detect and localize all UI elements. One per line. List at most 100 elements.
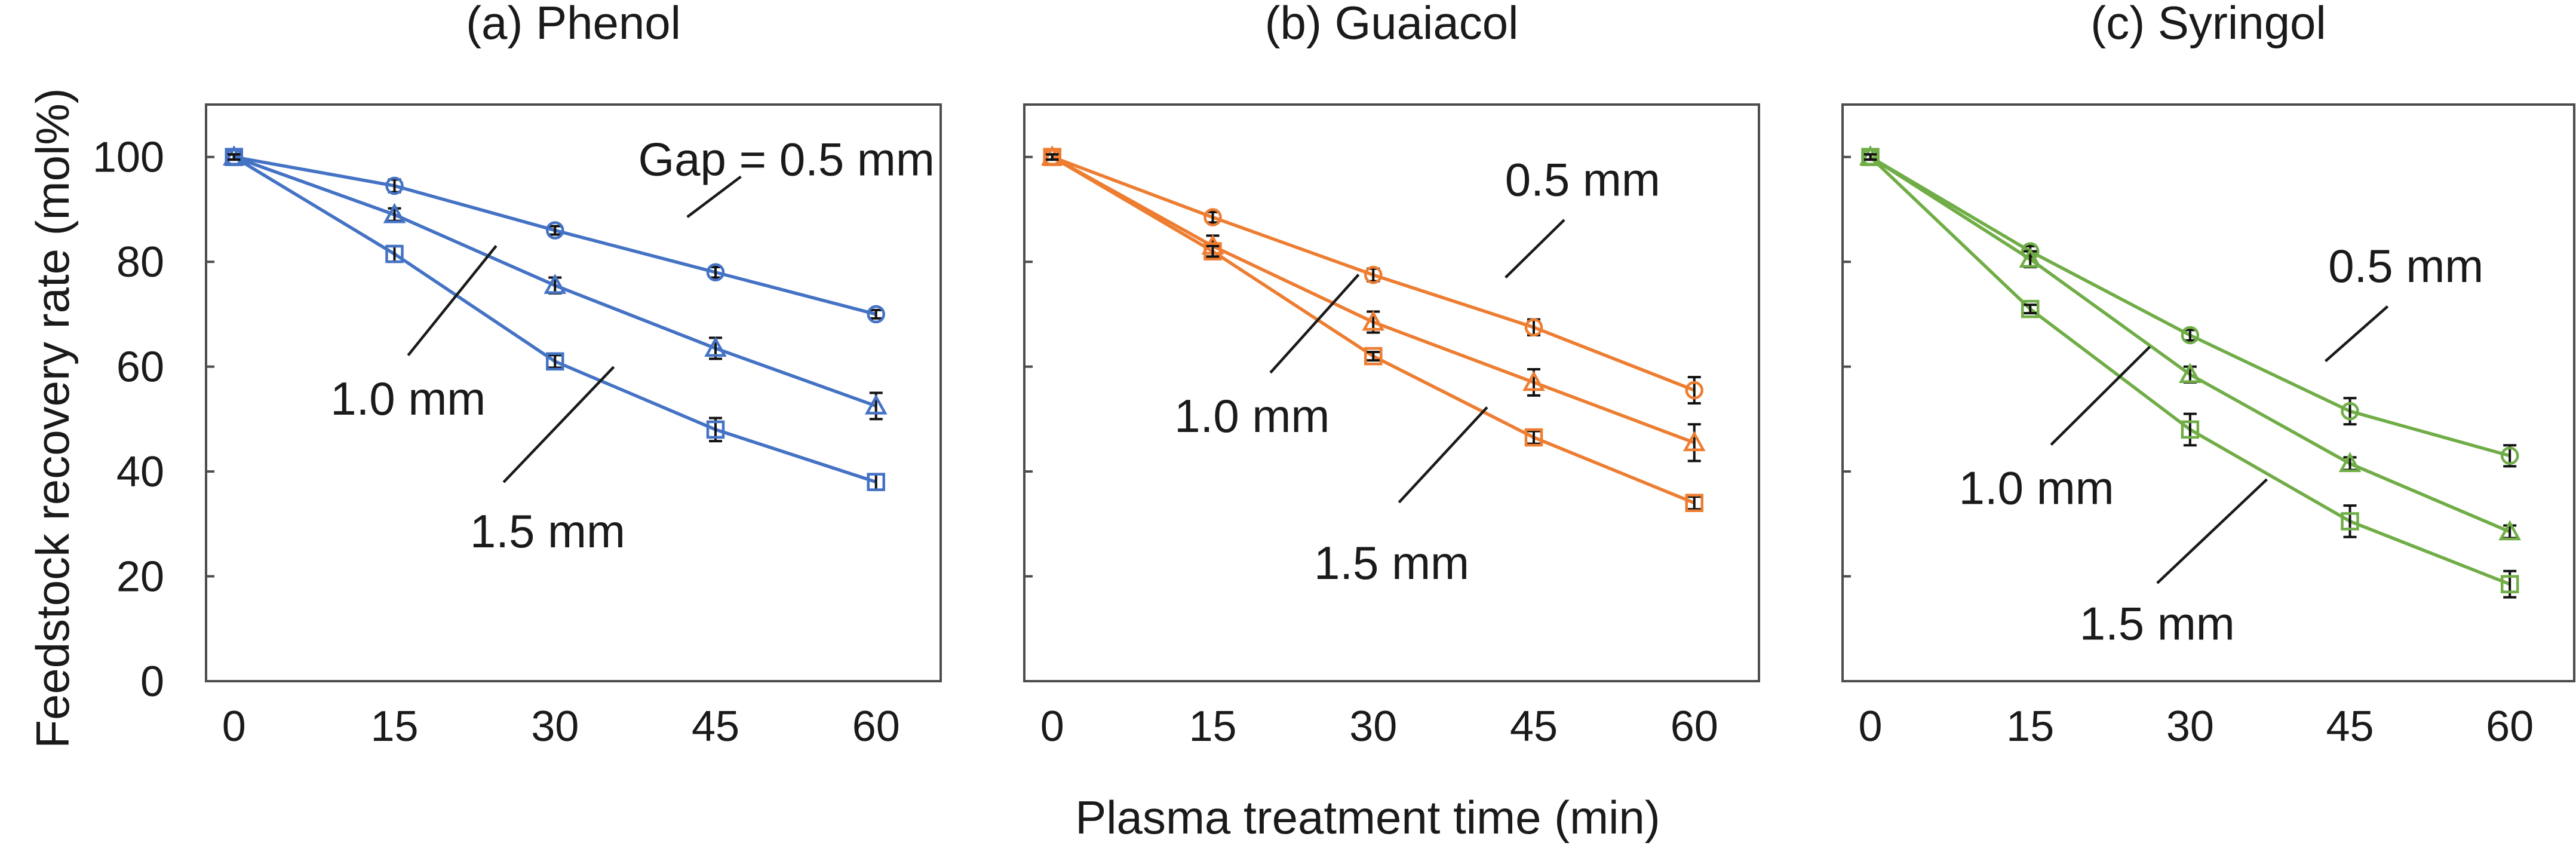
annotation-label: 1.5 mm xyxy=(2080,598,2235,650)
y-tick-label: 40 xyxy=(116,448,164,496)
error-bar xyxy=(2024,304,2037,315)
error-bar xyxy=(1687,495,1701,511)
error-bar xyxy=(1863,153,1877,161)
data-point-square xyxy=(706,420,725,439)
annotation-label: 1.5 mm xyxy=(1314,537,1469,589)
x-tick-label: 0 xyxy=(1859,703,1883,750)
x-tick-label: 15 xyxy=(370,703,418,750)
series-line xyxy=(1869,155,2510,458)
x-tick-label: 15 xyxy=(2006,703,2054,750)
annotation: 1.5 mm xyxy=(2080,478,2268,650)
annotation: 0.5 mm xyxy=(2325,240,2483,363)
leader-line xyxy=(1505,219,1565,279)
plot-frame xyxy=(1023,103,1760,682)
data-point-square xyxy=(1524,428,1543,447)
y-tick-label: 20 xyxy=(116,553,164,601)
annotation-label: 1.5 mm xyxy=(470,505,625,557)
y-tick-label: 60 xyxy=(116,344,164,391)
error-bar xyxy=(1045,153,1059,161)
y-tick-label: 0 xyxy=(140,658,164,706)
annotation: 1.5 mm xyxy=(1314,406,1488,589)
data-point-circle xyxy=(1524,318,1543,337)
error-bar xyxy=(1527,430,1541,445)
series-1.5-mm xyxy=(1043,148,1704,512)
error-bar xyxy=(388,244,401,263)
data-point-triangle xyxy=(2338,452,2362,473)
annotation: 1.5 mm xyxy=(470,366,625,557)
x-tick-label: 30 xyxy=(2166,703,2214,750)
leader-line xyxy=(502,366,615,483)
annotation-label: 1.0 mm xyxy=(330,372,486,425)
panel-3: (c) Syringol 0 15 30 45 60 0.5 mm 1.0 mm 1.5 mm xyxy=(1841,0,2575,750)
data-point-triangle xyxy=(864,394,888,415)
error-bar xyxy=(1687,423,1701,462)
data-point-square xyxy=(2500,575,2519,593)
series-1.5-mm xyxy=(225,148,886,491)
data-point-circle xyxy=(2181,326,2200,345)
data-point-circle xyxy=(1685,381,1704,400)
x-tick-label: 45 xyxy=(692,703,739,750)
data-point-triangle xyxy=(2498,520,2522,541)
panel-2: (b) Guaiacol 0 15 30 45 60 0.5 mm 1.0 mm 1.5 mm xyxy=(1023,0,1760,750)
data-point-square xyxy=(1685,494,1704,512)
data-point-circle xyxy=(1364,265,1383,284)
data-point-square xyxy=(2021,299,2040,318)
annotation-label: Gap = 0.5 mm xyxy=(638,133,935,186)
x-tick-label: 45 xyxy=(2326,703,2374,750)
data-point-triangle xyxy=(1362,310,1385,331)
x-tick-label: 60 xyxy=(852,703,900,750)
y-tick-label: 100 xyxy=(93,134,164,182)
x-tick-label: 0 xyxy=(1040,703,1064,750)
x-tick-label: 30 xyxy=(1349,703,1397,750)
annotation: 1.0 mm xyxy=(1174,274,1360,442)
x-tick-label: 60 xyxy=(1671,703,1718,750)
series-1.0-mm xyxy=(222,145,888,421)
data-point-triangle xyxy=(2019,247,2042,268)
series-line xyxy=(233,155,877,484)
y-axis-label: Feedstock recovery rate (mol%) xyxy=(26,88,79,748)
data-point-circle xyxy=(546,221,564,240)
panel-1: (a) Phenol 0 20 40 60 80 100 0 15 30 45 60 Gap = 0.5… xyxy=(93,0,942,750)
data-point-square xyxy=(1861,148,1880,166)
annotation-label: 0.5 mm xyxy=(2328,240,2483,292)
data-point-circle xyxy=(867,305,886,324)
annotation-label: 1.0 mm xyxy=(1959,462,2114,514)
data-point-circle xyxy=(2500,446,2519,465)
data-point-square xyxy=(1203,242,1222,261)
leader-line xyxy=(2156,478,2268,584)
data-point-square xyxy=(1043,148,1061,166)
data-point-triangle xyxy=(1682,431,1706,452)
data-point-triangle xyxy=(2179,363,2202,384)
data-point-circle xyxy=(1203,208,1222,226)
leader-line xyxy=(407,245,498,357)
data-point-triangle xyxy=(1522,370,1545,391)
annotation: Gap = 0.5 mm xyxy=(638,133,935,218)
error-bar xyxy=(1367,351,1380,362)
error-bar xyxy=(869,308,883,320)
data-point-circle xyxy=(706,263,725,281)
annotation: 0.5 mm xyxy=(1505,153,1660,279)
leader-line xyxy=(1269,274,1360,374)
leader-line xyxy=(1398,406,1488,504)
annotation: 1.0 mm xyxy=(1959,345,2151,514)
data-point-triangle xyxy=(544,274,567,294)
data-point-square xyxy=(1364,347,1383,366)
panel-title: (a) Phenol xyxy=(466,0,681,49)
error-bar xyxy=(1206,244,1220,258)
error-bar xyxy=(227,153,241,161)
error-bar xyxy=(2343,504,2357,538)
annotation-label: 0.5 mm xyxy=(1505,153,1660,206)
x-tick-label: 30 xyxy=(531,703,579,750)
x-axis-label: Plasma treatment time (min) xyxy=(1075,791,1660,844)
data-point-circle xyxy=(2341,402,2359,421)
panel-title: (c) Syringol xyxy=(2090,0,2326,49)
data-point-square xyxy=(2181,420,2200,439)
plot-frame xyxy=(1841,103,2575,682)
leader-line xyxy=(2325,305,2389,363)
leader-line xyxy=(2050,345,2151,446)
panel-title: (b) Guaiacol xyxy=(1265,0,1519,49)
leader-line xyxy=(686,175,742,218)
error-bar xyxy=(548,225,562,236)
panels: (a) Phenol 0 20 40 60 80 100 0 15 30 45 60 Gap = 0.5… xyxy=(93,0,2575,750)
